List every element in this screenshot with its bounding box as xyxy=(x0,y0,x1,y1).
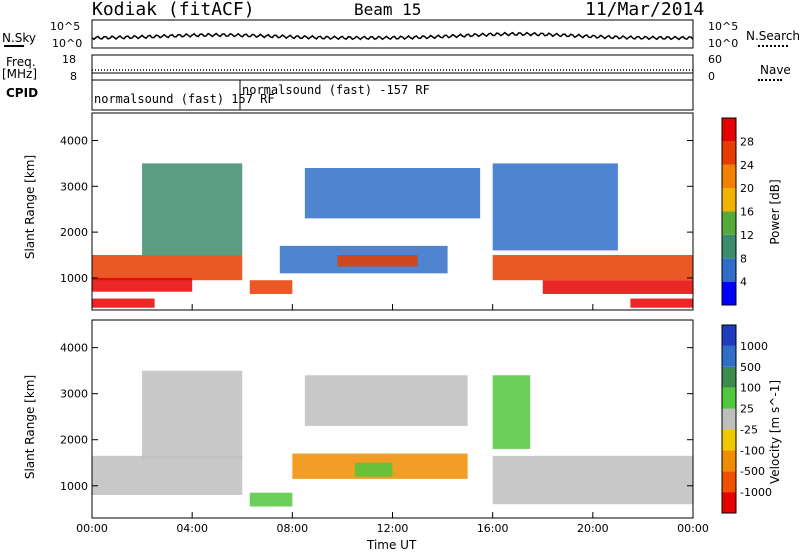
velocity-colorbar-cell-1 xyxy=(722,471,736,493)
velocity-band-1 xyxy=(249,492,293,507)
power-colorbar-cell-2 xyxy=(722,234,736,259)
x-tick-label-2: 08:00 xyxy=(276,522,308,535)
power-colorbar-tick-6: 4 xyxy=(740,276,747,289)
x-tick-label-0: 00:00 xyxy=(76,522,108,535)
nsky-trace xyxy=(91,31,694,41)
velocity-band-0 xyxy=(92,455,243,495)
nsky-tick-top: 10^5 xyxy=(50,20,81,33)
power-colorbar-cell-7 xyxy=(722,118,736,142)
nave-tick-top: 60 xyxy=(708,53,722,66)
x-tick-label-1: 04:00 xyxy=(176,522,208,535)
velocity-colorbar-cell-8 xyxy=(722,325,736,346)
power-band-10 xyxy=(142,163,243,256)
power-band-7 xyxy=(492,255,693,281)
nsearch-tick-bottom: 10^0 xyxy=(708,37,739,50)
power-colorbar-frame xyxy=(721,117,737,306)
velocity-colorbar-cell-5 xyxy=(722,387,736,409)
power-band-8 xyxy=(542,280,693,294)
velocity-ytick-label-3000: 3000 xyxy=(60,388,88,401)
cpid-entry-1: normalsound (fast) 157 RF xyxy=(94,92,275,106)
velocity-colorbar-tick-6: -500 xyxy=(740,465,765,478)
velocity-ytick-label-4000: 4000 xyxy=(60,342,88,355)
nsearch-label-dots xyxy=(758,45,788,47)
velocity-colorbar-tick-0: 1000 xyxy=(740,340,768,353)
cpid-label: CPID xyxy=(6,86,39,100)
power-band-3 xyxy=(249,280,293,294)
freq-tick-bottom: 8 xyxy=(70,70,77,83)
velocity-colorbar-tick-1: 500 xyxy=(740,361,761,374)
power-colorbar-cell-6 xyxy=(722,141,736,165)
date-title: 11/Mar/2014 xyxy=(585,0,705,20)
x-tick-label-6: 00:00 xyxy=(677,522,709,535)
velocity-colorbar-tick-2: 100 xyxy=(740,382,761,395)
power-colorbar-tick-1: 24 xyxy=(740,159,754,172)
x-tick-label-4: 16:00 xyxy=(477,522,509,535)
power-colorbar-cell-1 xyxy=(722,258,736,282)
station-title: Kodiak (fitACF) xyxy=(92,0,255,20)
power-ytick-label-1000: 1000 xyxy=(60,272,88,285)
x-axis-label: Time UT xyxy=(367,538,417,552)
freq-tick-top: 18 xyxy=(62,53,76,66)
nsky-tick-bottom: 10^0 xyxy=(52,37,83,50)
power-colorbar-tick-3: 16 xyxy=(740,206,754,219)
nsearch-tick-top: 10^5 xyxy=(708,20,739,33)
power-colorbar-tick-4: 12 xyxy=(740,229,754,242)
nsky-panel-frame xyxy=(91,19,694,49)
velocity-band-6 xyxy=(142,370,243,459)
velocity-ytick-label-1000: 1000 xyxy=(60,480,88,493)
nsearch-label: N.Search xyxy=(746,29,800,43)
velocity-colorbar-tick-7: -1000 xyxy=(740,486,772,499)
power-colorbar-tick-5: 8 xyxy=(740,252,747,265)
power-colorbar-cell-5 xyxy=(722,164,736,189)
velocity-band-4 xyxy=(492,455,693,505)
x-tick-label-5: 20:00 xyxy=(577,522,609,535)
power-band-11 xyxy=(492,163,618,251)
velocity-colorbar-cell-6 xyxy=(722,366,736,388)
velocity-band-3 xyxy=(354,462,393,477)
nsky-label-underline xyxy=(4,45,24,47)
nave-tick-bottom: 0 xyxy=(708,70,715,83)
power-band-0 xyxy=(92,255,243,281)
power-colorbar-cell-3 xyxy=(722,211,736,235)
power-ytick-label-4000: 4000 xyxy=(60,134,88,147)
nave-label: Nave xyxy=(760,63,791,77)
freq-panel-frame xyxy=(91,54,694,81)
velocity-colorbar-cell-2 xyxy=(722,450,736,472)
power-band-2 xyxy=(92,298,155,308)
power-band-6 xyxy=(304,167,481,219)
velocity-colorbar-cell-3 xyxy=(722,429,736,451)
freq-label: Freq. xyxy=(6,55,36,69)
velocity-colorbar-cell-0 xyxy=(722,492,736,513)
nsky-label: N.Sky xyxy=(2,31,37,45)
power-band-9 xyxy=(630,298,693,308)
power-band-1 xyxy=(92,277,193,292)
power-colorbar-tick-2: 20 xyxy=(740,182,754,195)
velocity-band-5 xyxy=(492,375,531,449)
nave-label-dots xyxy=(758,79,782,81)
velocity-colorbar-tick-5: -100 xyxy=(740,444,765,457)
freq-unit: [MHz] xyxy=(2,67,38,81)
power-colorbar-tick-0: 28 xyxy=(740,135,754,148)
beam-title: Beam 15 xyxy=(354,0,422,19)
power-band-5 xyxy=(337,255,418,267)
power-ytick-label-3000: 3000 xyxy=(60,180,88,193)
x-tick-label-3: 12:00 xyxy=(377,522,409,535)
power-ytick-label-2000: 2000 xyxy=(60,226,88,239)
velocity-colorbar-frame xyxy=(721,324,737,514)
velocity-colorbar-cell-7 xyxy=(722,345,736,367)
velocity-band-7 xyxy=(304,375,468,426)
velocity-colorbar-tick-4: -25 xyxy=(740,423,758,436)
power-colorbar-cell-0 xyxy=(722,281,736,305)
velocity-colorbar-cell-4 xyxy=(722,408,736,430)
cpid-panel-frame xyxy=(91,79,694,111)
power-colorbar-cell-4 xyxy=(722,188,736,212)
velocity-colorbar-tick-3: 25 xyxy=(740,403,754,416)
cpid-entry-2: normalsound (fast) -157 RF xyxy=(242,83,430,97)
velocity-ytick-label-2000: 2000 xyxy=(60,434,88,447)
